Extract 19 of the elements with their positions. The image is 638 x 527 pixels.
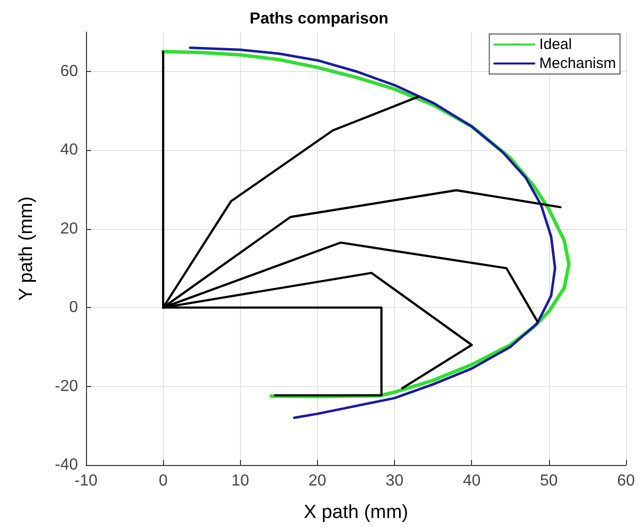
x-tick-label: 30	[386, 472, 404, 490]
y-tick-label: 20	[60, 220, 78, 238]
y-axis-title: Y path (mm)	[16, 196, 37, 301]
x-tick-label: 60	[617, 472, 635, 490]
y-tick-label: 0	[69, 299, 78, 316]
x-tick-label: 40	[462, 472, 481, 490]
x-tick-label: -10	[74, 472, 98, 490]
x-axis-title: X path (mm)	[304, 502, 408, 523]
x-tick-label: 20	[308, 472, 326, 490]
y-tick-label: -20	[54, 378, 78, 395]
y-tick-label: 40	[60, 142, 78, 159]
legend-label: Mechanism	[539, 55, 616, 72]
chart-title: Paths comparison	[250, 10, 388, 28]
y-tick-label: 60	[60, 62, 78, 80]
y-tick-label: -40	[54, 456, 78, 474]
x-tick-label: 50	[540, 472, 558, 490]
legend-label: Ideal	[539, 36, 572, 53]
x-tick-label: 10	[231, 472, 250, 490]
x-tick-label: 0	[158, 472, 168, 490]
